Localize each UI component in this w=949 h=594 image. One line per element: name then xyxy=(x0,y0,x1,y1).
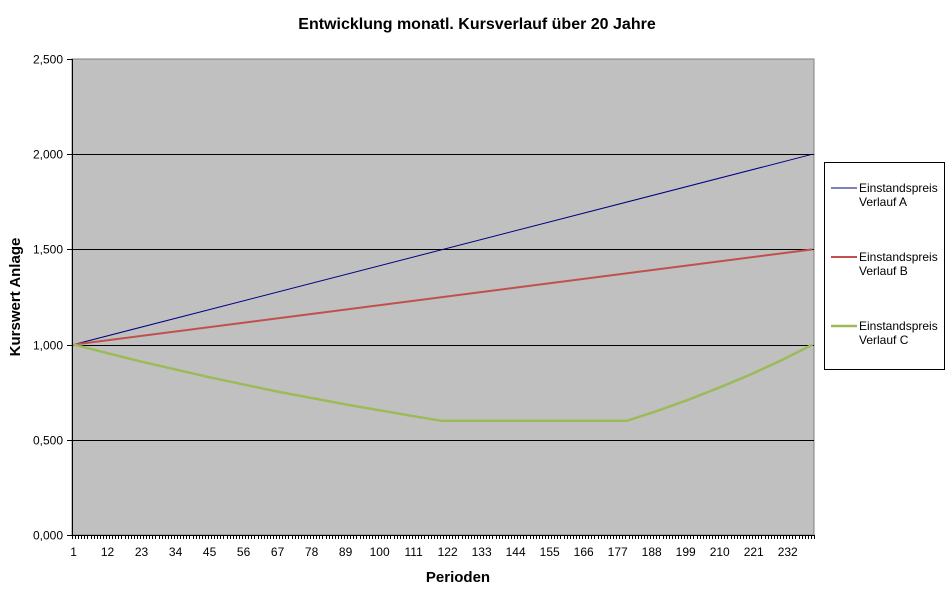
legend-label: Verlauf B xyxy=(859,264,908,278)
series-line-b xyxy=(73,248,813,346)
x-tick-label: 56 xyxy=(237,545,251,559)
legend-label: Einstandspreis xyxy=(859,250,938,264)
series-line-a xyxy=(73,153,813,346)
y-tick-label: 0,000 xyxy=(33,529,63,543)
x-tick-label: 89 xyxy=(339,545,353,559)
x-tick-label: 67 xyxy=(271,545,285,559)
legend-label: Einstandspreis xyxy=(859,319,938,333)
x-tick-label: 232 xyxy=(778,545,798,559)
x-tick-label: 199 xyxy=(676,545,696,559)
x-tick-label: 23 xyxy=(135,545,149,559)
x-tick-label: 210 xyxy=(710,545,730,559)
x-tick-label: 166 xyxy=(574,545,594,559)
x-tick-label: 188 xyxy=(642,545,662,559)
x-tick-label: 34 xyxy=(169,545,183,559)
legend-box xyxy=(824,162,945,370)
legend-label: Einstandspreis xyxy=(859,181,938,195)
x-tick-label: 177 xyxy=(608,545,628,559)
x-tick-label: 45 xyxy=(203,545,217,559)
x-tick-label: 144 xyxy=(506,545,526,559)
x-tick-label: 100 xyxy=(370,545,390,559)
y-tick-label: 2,500 xyxy=(33,53,63,67)
x-axis-label: Perioden xyxy=(426,569,490,586)
legend-label: Verlauf A xyxy=(859,195,907,209)
x-tick-label: 155 xyxy=(540,545,560,559)
x-tick-label: 12 xyxy=(101,545,115,559)
series-line-c xyxy=(73,343,814,423)
x-tick-label: 111 xyxy=(405,545,424,559)
x-tick-label: 221 xyxy=(744,545,764,559)
y-axis-label: Kurswert Anlage xyxy=(7,238,24,357)
x-tick-label: 122 xyxy=(438,545,458,559)
chart-title: Entwicklung monatl. Kursverlauf über 20 … xyxy=(298,16,656,33)
x-tick-label: 78 xyxy=(305,545,319,559)
y-tick-label: 2,000 xyxy=(33,148,63,162)
x-tick-label: 133 xyxy=(472,545,492,559)
x-tick-label: 1 xyxy=(70,545,77,559)
legend-label: Verlauf C xyxy=(859,333,909,347)
y-tick-label: 1,000 xyxy=(33,339,63,353)
y-tick-label: 0,500 xyxy=(33,434,63,448)
y-tick-label: 1,500 xyxy=(33,243,63,257)
